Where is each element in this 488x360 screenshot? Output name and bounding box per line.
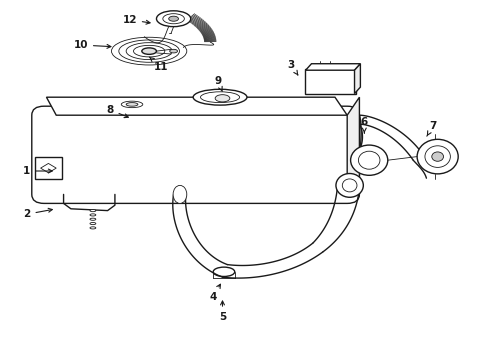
FancyBboxPatch shape: [32, 106, 359, 203]
Text: 4: 4: [208, 284, 220, 302]
Ellipse shape: [193, 89, 246, 105]
Text: 2: 2: [23, 208, 52, 219]
Text: 3: 3: [287, 60, 297, 75]
Ellipse shape: [90, 210, 96, 212]
Text: 11: 11: [149, 57, 168, 72]
Ellipse shape: [90, 222, 96, 225]
Text: 1: 1: [23, 166, 52, 176]
Ellipse shape: [173, 185, 186, 203]
Polygon shape: [41, 163, 56, 173]
Ellipse shape: [416, 139, 457, 174]
Ellipse shape: [335, 174, 363, 197]
Ellipse shape: [90, 218, 96, 220]
Ellipse shape: [156, 11, 190, 27]
Ellipse shape: [215, 95, 229, 102]
Ellipse shape: [431, 152, 443, 161]
Text: 6: 6: [360, 117, 367, 133]
FancyBboxPatch shape: [304, 69, 355, 94]
Text: 5: 5: [219, 301, 225, 322]
Ellipse shape: [169, 49, 177, 53]
Text: 8: 8: [106, 105, 128, 118]
Text: 7: 7: [426, 121, 436, 136]
Text: 10: 10: [73, 40, 111, 50]
Ellipse shape: [142, 48, 156, 54]
Polygon shape: [305, 64, 360, 70]
Text: 9: 9: [214, 76, 222, 91]
Polygon shape: [46, 97, 346, 115]
FancyBboxPatch shape: [35, 157, 61, 179]
Ellipse shape: [350, 145, 387, 175]
Ellipse shape: [168, 16, 178, 21]
Ellipse shape: [90, 227, 96, 229]
Ellipse shape: [121, 101, 142, 108]
Ellipse shape: [126, 103, 138, 106]
Polygon shape: [354, 64, 360, 94]
Polygon shape: [346, 97, 359, 194]
Ellipse shape: [90, 214, 96, 216]
Text: 12: 12: [122, 15, 150, 25]
